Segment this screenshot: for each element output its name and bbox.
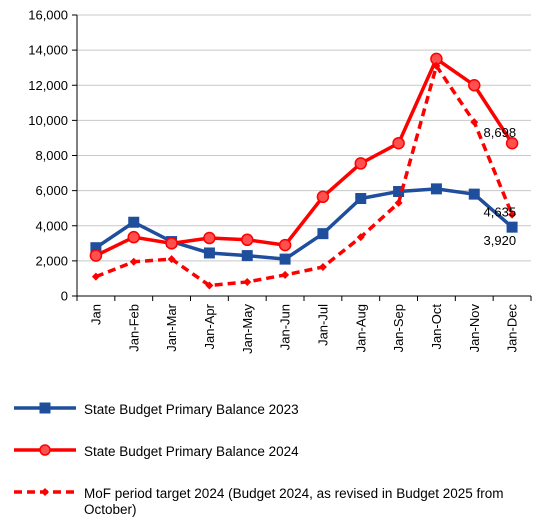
y-tick-label: 8,000 xyxy=(35,148,68,163)
x-tick-label: Jan-Dec xyxy=(505,304,520,353)
series-line xyxy=(94,187,514,261)
legend-icon xyxy=(14,444,76,456)
legend-label: MoF period target 2024 (Budget 2024, as … xyxy=(84,486,504,517)
x-tick-label: Jan xyxy=(88,304,103,325)
data-point xyxy=(127,230,140,244)
x-tick-label: Jan-Apr xyxy=(202,303,217,349)
x-tick-label: Jan-Nov xyxy=(467,304,482,353)
data-point xyxy=(165,237,178,250)
data-point xyxy=(393,186,405,198)
legend-marker xyxy=(39,402,51,414)
data-point xyxy=(167,255,176,264)
data-point xyxy=(241,250,253,262)
series xyxy=(90,183,518,265)
data-point xyxy=(354,157,367,170)
x-tick-label: Jan-Oct xyxy=(429,304,444,350)
x-tick-label: Jan-May xyxy=(240,304,255,354)
y-tick-label: 10,000 xyxy=(28,113,68,128)
data-point xyxy=(394,198,403,207)
data-point xyxy=(243,277,252,286)
data-label: 8,698 xyxy=(484,125,517,140)
x-tick-label: Jan-Aug xyxy=(353,304,368,352)
x-tick-label: Jan-Feb xyxy=(126,304,141,352)
data-label: 3,920 xyxy=(484,233,517,248)
series-line xyxy=(95,56,514,258)
legend-item: State Budget Primary Balance 2023 xyxy=(12,396,532,438)
data-point xyxy=(356,233,365,242)
data-point xyxy=(279,253,291,265)
series xyxy=(89,52,519,262)
x-tick-label: Jan-Jun xyxy=(278,304,293,350)
chart: 0 2,000 4,000 6,000 8,000 10,000 12,000 14,000 1… xyxy=(28,8,532,354)
x-tick-label: Jan-Sep xyxy=(391,304,406,352)
y-tick-label: 0 xyxy=(61,289,68,304)
data-point xyxy=(505,136,519,150)
data-point xyxy=(203,231,216,245)
data-point xyxy=(129,257,138,266)
x-tick-label: Jan-Mar xyxy=(164,303,179,351)
y-tick-label: 6,000 xyxy=(35,183,68,198)
data-point xyxy=(355,193,367,205)
data-point xyxy=(506,221,518,233)
data-point xyxy=(468,79,481,92)
legend-icon xyxy=(14,488,76,496)
y-tick-label: 4,000 xyxy=(35,218,68,233)
data-point xyxy=(316,190,330,204)
data-point xyxy=(203,247,215,259)
y-tick-label: 2,000 xyxy=(35,253,68,268)
data-point xyxy=(392,136,405,150)
y-tick-label: 12,000 xyxy=(28,78,68,93)
series xyxy=(91,61,517,290)
data-point xyxy=(468,188,480,200)
y-tick-label: 14,000 xyxy=(28,43,68,58)
data-point xyxy=(432,61,441,70)
data-point xyxy=(241,233,254,247)
legend-marker xyxy=(41,488,49,496)
series-line xyxy=(95,61,514,288)
legend-item: State Budget Primary Balance 2024 xyxy=(12,438,532,480)
legend-label: State Budget Primary Balance 2024 xyxy=(84,444,299,459)
data-point xyxy=(91,272,100,281)
legend-item: MoF period target 2024 (Budget 2024, as … xyxy=(12,480,532,522)
y-tick-label: 16,000 xyxy=(28,8,68,23)
data-point xyxy=(430,183,442,195)
legend-label: State Budget Primary Balance 2023 xyxy=(84,402,299,417)
data-point xyxy=(318,263,327,272)
data-point xyxy=(205,281,214,290)
legend-marker xyxy=(39,444,51,456)
data-point xyxy=(278,238,292,252)
data-point xyxy=(470,118,479,127)
data-point xyxy=(317,228,329,240)
x-tick-label: Jan-Jul xyxy=(315,304,330,346)
legend-icon xyxy=(14,402,76,414)
legend: State Budget Primary Balance 2023 State B… xyxy=(12,396,532,522)
data-label: 4,635 xyxy=(484,205,517,220)
data-point xyxy=(89,249,103,262)
data-point xyxy=(90,242,102,254)
data-point xyxy=(281,270,290,279)
data-point xyxy=(508,210,517,219)
data-point xyxy=(128,216,140,228)
